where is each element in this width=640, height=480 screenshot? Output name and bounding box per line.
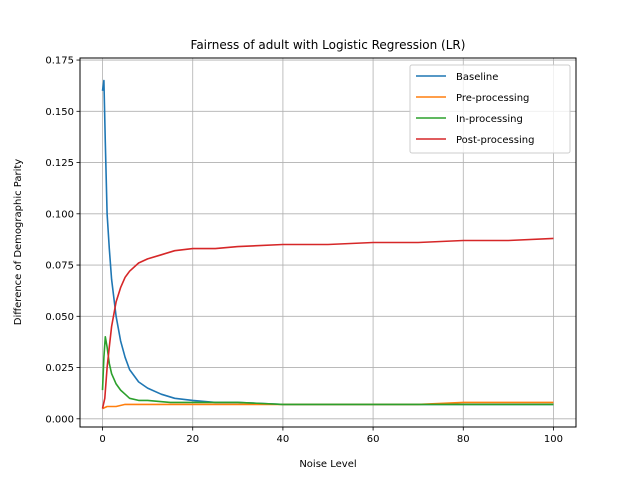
legend-label-baseline: Baseline [456,72,498,83]
y-tick-label: 0.125 [45,158,74,169]
legend: Baseline Pre-processing In-processing Post-… [409,64,571,154]
x-tick-label: 20 [186,434,199,445]
series-line-post-processing [101,237,554,409]
x-axis-label: Noise Level [299,459,356,470]
series-line-pre-processing [102,401,554,410]
y-tick-label: 0.100 [45,209,74,220]
chart-title: Fairness of adult with Logistic Regressi… [191,38,466,52]
y-tick-label: 0.175 [45,56,74,67]
x-tick-label: 0 [99,434,105,445]
y-axis-label: Difference of Demographic Parity [13,159,24,326]
legend-label-post-processing: Post-processing [456,135,534,146]
legend-label-in-processing: In-processing [456,114,523,125]
x-tick-label: 40 [277,434,290,445]
tick-layer: 0 20 40 60 80 100 0.000 0.025 0.050 0.075 0.100 0.1… [45,56,563,445]
series-layer [101,79,554,410]
x-tick-label: 80 [457,434,470,445]
y-tick-label: 0.000 [45,414,74,425]
x-tick-label: 100 [544,434,563,445]
y-tick-label: 0.150 [45,107,74,118]
legend-frame [409,64,571,154]
legend-label-pre-processing: Pre-processing [456,93,529,104]
y-tick-label: 0.050 [45,312,74,323]
grid [80,58,576,427]
plot-frame [79,57,577,428]
x-tick-label: 60 [367,434,380,445]
y-tick-label: 0.075 [45,261,74,272]
y-tick-label: 0.025 [45,363,74,374]
